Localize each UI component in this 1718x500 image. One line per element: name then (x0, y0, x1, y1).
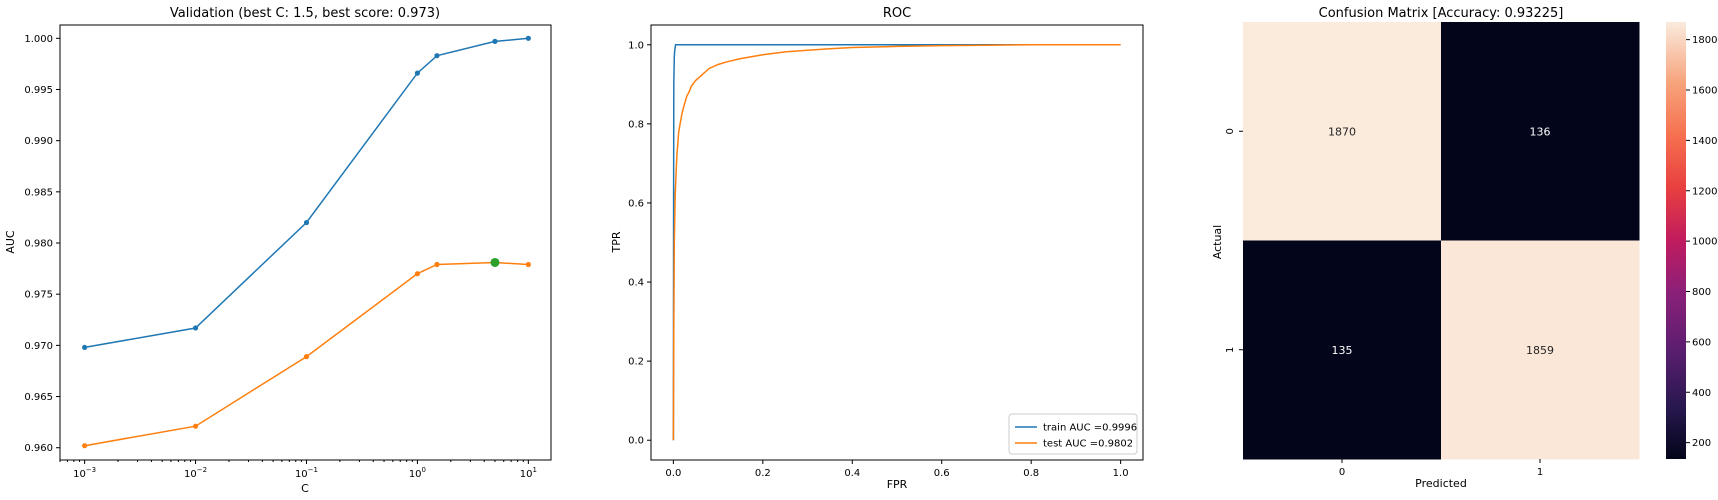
validation-series (82, 35, 531, 449)
validation-y-tick-label: 0.995 (24, 85, 53, 96)
roc-title: ROC (883, 6, 911, 21)
validation-series-point (492, 38, 498, 44)
roc-plot-frame (650, 24, 1144, 461)
roc-series-line-0 (672, 44, 1121, 441)
validation-y-tick-label: 0.970 (24, 341, 53, 352)
confusion-matrix-cell-value: 135 (1332, 344, 1353, 357)
confusion-matrix-cell (1243, 240, 1442, 460)
colorbar-tick-label: 400 (1692, 388, 1711, 399)
colorbar-ticks: 200 400 600 800 1000 1200 1400 1600 1800 (1686, 35, 1717, 449)
confusion-matrix-title: Confusion Matrix [Accuracy: 0.93225] (1319, 6, 1564, 21)
roc-series (672, 44, 1121, 441)
validation-series-point (303, 354, 310, 360)
validation-best-point (490, 257, 500, 267)
roc-legend-label: train AUC =0.9996 (1043, 423, 1137, 434)
roc-y-tick-label: 0.2 (628, 357, 644, 368)
validation-y-tick-label: 0.965 (24, 392, 53, 403)
roc-x-tick-label: 0.0 (665, 468, 681, 479)
colorbar-tick-label: 600 (1692, 337, 1711, 348)
roc-x-tick-label: 0.8 (1023, 468, 1039, 479)
validation-plot-frame (59, 24, 552, 461)
validation-chart: Validation (best C: 1.5, best score: 0.9… (4, 6, 552, 495)
confusion-matrix-cell-value: 1870 (1328, 125, 1356, 138)
confusion-matrix-ticks: 0 1 0 1 (1225, 128, 1543, 478)
roc-x-tick-label: 0.4 (844, 468, 860, 479)
roc-y-ticks: 0.0 0.2 0.4 0.6 0.8 1.0 (628, 40, 651, 447)
colorbar-tick-label: 1800 (1692, 35, 1717, 46)
confusion-matrix-y-tick-label: 1 (1225, 347, 1236, 353)
roc-x-tick-label: 0.6 (934, 468, 950, 479)
confusion-matrix-y-label: Actual (1211, 225, 1224, 259)
validation-y-tick-label: 1.000 (24, 34, 53, 45)
colorbar-tick-label: 1600 (1692, 86, 1717, 97)
validation-series-point (82, 443, 88, 449)
confusion-matrix-cell (1441, 240, 1640, 460)
validation-series-line-0 (84, 37, 529, 349)
roc-y-tick-label: 0.8 (628, 119, 644, 130)
validation-y-label: AUC (4, 230, 17, 254)
roc-x-tick-label: 1.0 (1113, 468, 1129, 479)
roc-legend-label: test AUC =0.9802 (1043, 439, 1133, 450)
validation-series-point (303, 219, 310, 226)
validation-x-label: C (301, 482, 309, 495)
colorbar-tick-label: 1200 (1692, 186, 1717, 197)
validation-y-tick-label: 0.980 (24, 239, 53, 250)
roc-y-tick-label: 0.6 (628, 198, 644, 209)
validation-y-tick-label: 0.960 (24, 443, 53, 454)
confusion-matrix-cell (1441, 22, 1640, 241)
roc-x-tick-label: 0.2 (755, 468, 771, 479)
validation-series-point (525, 261, 531, 268)
validation-x-tick-label: 10−3 (73, 466, 96, 480)
validation-y-tick-label: 0.990 (24, 136, 53, 147)
validation-y-tick-label: 0.985 (24, 187, 53, 198)
colorbar-tick-label: 800 (1692, 287, 1711, 298)
validation-series-point (434, 261, 440, 268)
validation-title: Validation (best C: 1.5, best score: 0.9… (170, 6, 440, 21)
confusion-matrix-y-tick-label: 0 (1225, 128, 1236, 134)
confusion-matrix-cell-value: 1859 (1526, 344, 1554, 357)
colorbar-tick-label: 1000 (1692, 237, 1717, 248)
confusion-matrix-cell-value: 136 (1530, 125, 1551, 138)
roc-series-line-1 (672, 44, 1121, 441)
validation-y-ticks: 0.960 0.965 0.970 0.975 0.980 0.985 0.990 0.995… (24, 34, 60, 454)
colorbar-tick-label: 1400 (1692, 136, 1717, 147)
roc-x-ticks: 0.0 0.2 0.4 0.6 0.8 1.0 (665, 460, 1129, 479)
roc-y-label: TPR (610, 231, 623, 253)
confusion-matrix-chart: Confusion Matrix [Accuracy: 0.93225] 187… (1211, 6, 1717, 490)
validation-series-point (414, 271, 421, 277)
confusion-matrix-x-label: Predicted (1415, 477, 1467, 490)
validation-series-point (192, 325, 199, 331)
roc-chart: ROC 0.0 0.2 0.4 0.6 0.8 1.0 0.0 0.2 0.4 0.6 0.8 1.… (610, 6, 1144, 491)
roc-x-label: FPR (887, 478, 908, 491)
validation-x-ticks: 10−3 10−2 10−1 100 101 (59, 460, 537, 480)
validation-series-point (82, 344, 88, 351)
roc-legend: train AUC =0.9996 test AUC =0.9802 (1008, 413, 1138, 455)
confusion-matrix-x-tick-label: 1 (1537, 467, 1543, 478)
confusion-matrix-x-tick-label: 0 (1339, 467, 1345, 478)
confusion-matrix-cells: 1870 136 135 1859 (1243, 22, 1640, 460)
validation-x-tick-label: 100 (409, 466, 426, 480)
roc-y-tick-label: 0.0 (628, 436, 644, 447)
colorbar (1666, 22, 1686, 459)
validation-x-tick-label: 10−2 (184, 466, 207, 480)
roc-legend-box (1008, 413, 1138, 455)
validation-y-tick-label: 0.975 (24, 290, 53, 301)
validation-series-point (414, 70, 421, 76)
validation-x-tick-label: 101 (520, 466, 537, 480)
validation-series-point (525, 35, 531, 41)
roc-y-tick-label: 0.4 (628, 278, 644, 289)
validation-x-tick-label: 10−1 (295, 466, 318, 480)
confusion-matrix-cell (1243, 22, 1442, 241)
validation-series-point (434, 53, 440, 59)
roc-y-tick-label: 1.0 (628, 40, 644, 51)
colorbar-tick-label: 200 (1692, 438, 1711, 449)
validation-series-point (192, 423, 199, 429)
